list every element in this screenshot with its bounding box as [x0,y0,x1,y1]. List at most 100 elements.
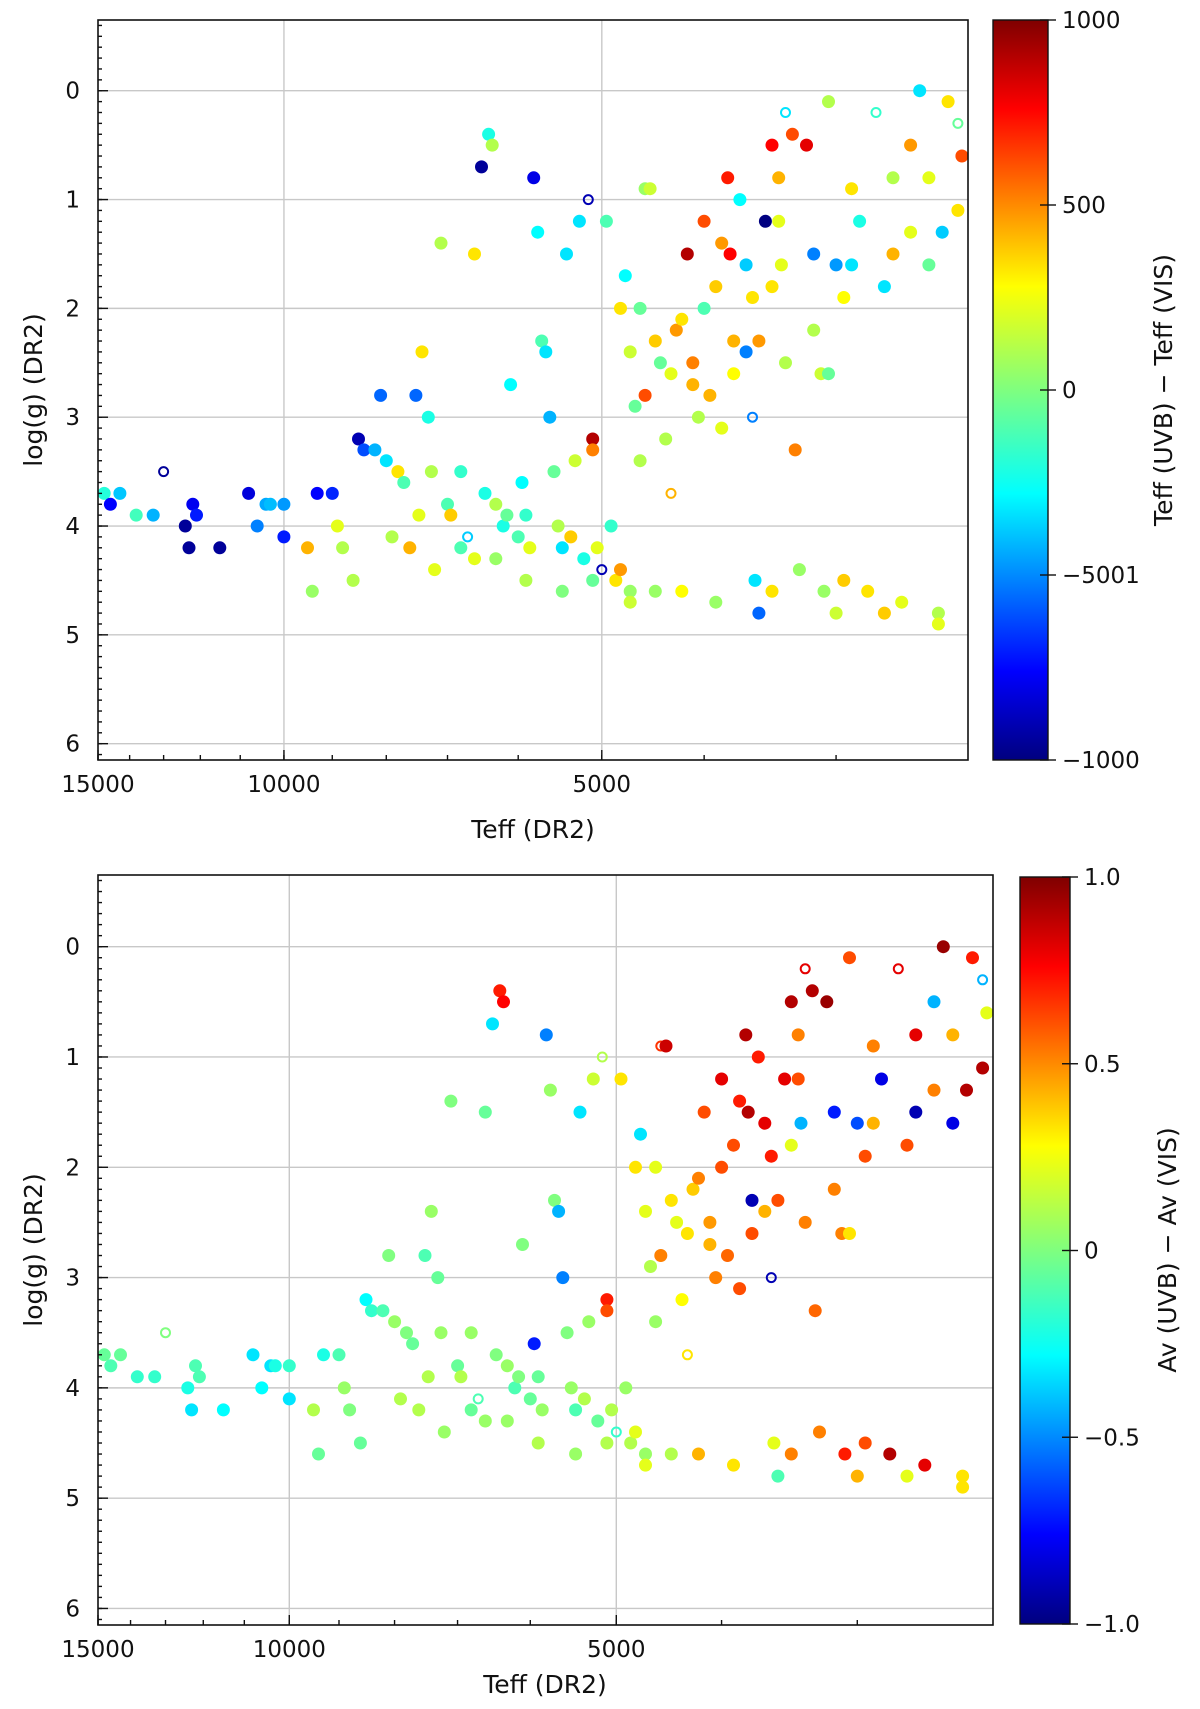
data-point [282,1392,296,1406]
data-point [941,95,955,109]
data-point [148,1370,162,1384]
data-point [464,1326,478,1340]
data-point [659,432,673,446]
x-tick-label: 5000 [587,1637,646,1663]
data-point [577,552,591,566]
data-point [277,497,291,511]
data-point [765,584,779,598]
data-point [624,1436,638,1450]
data-point [535,1403,549,1417]
data-point [555,541,569,555]
data-point [376,1304,390,1318]
data-point [675,312,689,326]
data-point [564,1381,578,1395]
data-point [614,301,627,315]
data-point [951,203,965,217]
data-point [758,1116,772,1130]
data-point [519,573,533,587]
data-point [686,1182,700,1196]
data-point [785,127,799,141]
data-point [412,1403,426,1417]
data-point-open [799,963,811,975]
data-point [788,443,802,457]
data-point [516,1238,529,1251]
data-point [560,1326,574,1340]
data-point [500,508,514,522]
y-tick-label: 0 [65,79,80,105]
data-point [379,454,393,468]
data-point [569,1403,583,1417]
data-point-open [160,1327,171,1339]
data-point [733,1282,747,1296]
data-point-open [610,1426,622,1438]
data-point [767,1436,781,1450]
data-point [686,378,700,392]
data-point [421,1370,435,1384]
data-point [692,1171,705,1185]
data-point [715,1160,729,1174]
colorbar-label: Teff (UVB) − Teff (VIS) [1149,254,1178,527]
data-point [741,1105,755,1119]
data-point [709,1271,723,1285]
data-point-open [765,1272,777,1284]
data-point [250,519,264,533]
data-point [721,171,735,185]
data-point [478,1414,492,1428]
data-point [623,595,637,609]
data-point [931,606,945,620]
data-point [639,1447,652,1461]
data-point [548,1193,561,1207]
data-point [922,171,936,185]
data-point [185,1403,199,1417]
data-point [114,1348,127,1362]
data-point [489,1348,503,1362]
data-point [500,1414,514,1428]
data-point [493,984,507,998]
data-point [192,1370,206,1384]
data-point [242,486,256,500]
data-point [531,225,545,239]
data-point [751,1050,765,1064]
data-point [829,258,843,272]
data-point [633,301,647,315]
x-tick-label: 15000 [61,1637,134,1663]
data-point [648,584,662,598]
data-point [130,1370,144,1384]
data-point [489,552,503,566]
data-point [843,1227,856,1240]
data-point [424,1204,438,1218]
data-point [317,1348,330,1362]
colorbar-tick-label: 0 [1062,378,1077,404]
data-point [527,171,541,185]
data-point [680,247,694,261]
x-axis-label: Teff (DR2) [482,1670,607,1699]
data-point [778,1072,792,1086]
colorbar-tick-label: −1000 [1062,748,1140,774]
data-point [437,1425,451,1439]
data-point [468,552,481,566]
data-point [186,497,200,511]
colorbar-tick-label: 0.5 [1084,1052,1121,1078]
data-point [956,1469,970,1483]
data-point [555,584,569,598]
data-point [403,541,417,555]
data-point [850,1469,864,1483]
data-point [727,1458,740,1472]
data-point [564,530,578,544]
data-point [560,247,573,261]
data-point [104,1359,118,1373]
data-point [771,1469,785,1483]
data-point [639,1204,652,1218]
data-point [577,1392,591,1406]
data-point [633,454,647,468]
data-point [772,171,786,185]
data-point [629,1160,642,1174]
data-point [739,258,753,272]
data-point [353,1436,367,1450]
data-point [669,323,683,337]
y-tick-label: 2 [65,296,80,322]
data-point [829,606,843,620]
data-point [739,1028,753,1042]
data-point [527,1337,541,1351]
